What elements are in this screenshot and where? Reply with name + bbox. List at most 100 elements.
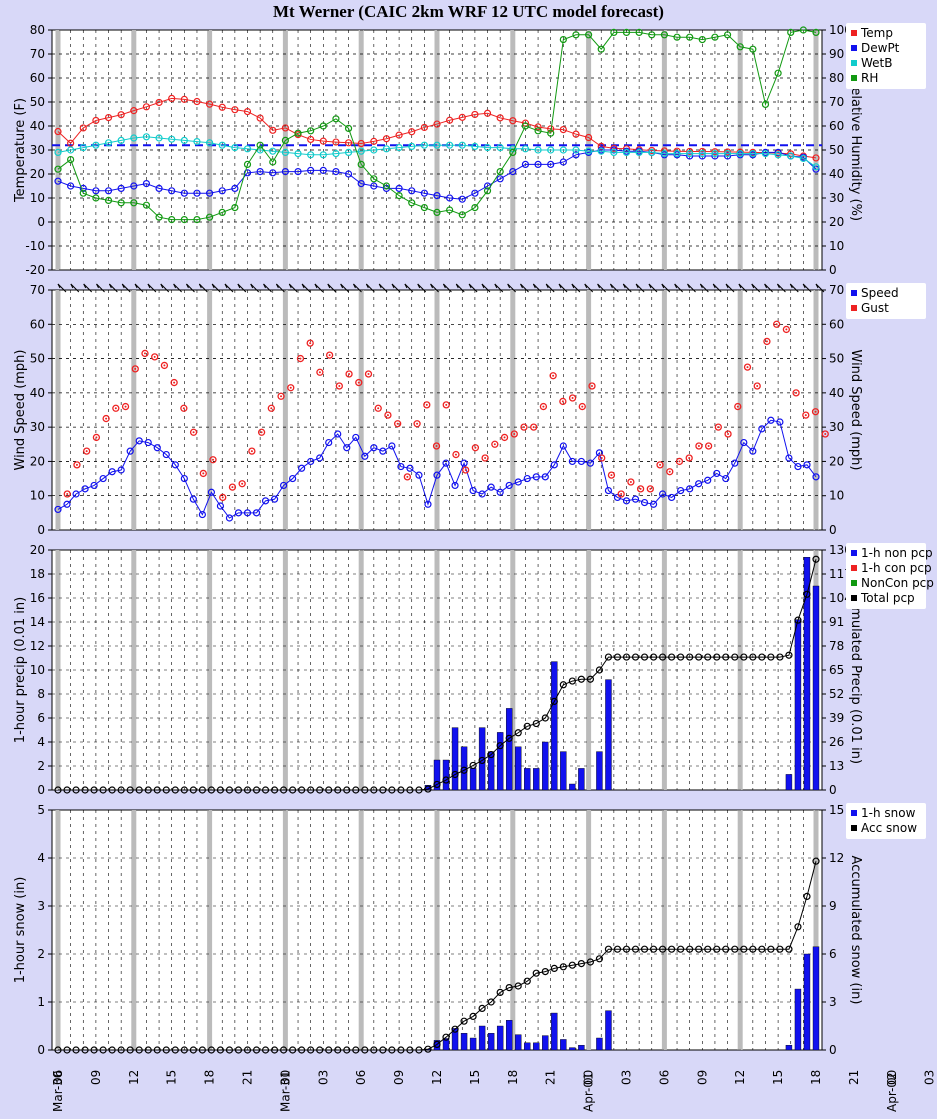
- x-tick-label: 06: [657, 1070, 671, 1085]
- rh-point: [357, 160, 365, 168]
- acc-snow-point: [343, 1046, 351, 1054]
- total-pcp-point: [81, 786, 89, 794]
- total-pcp-point: [668, 653, 676, 661]
- legend-label: Total pcp: [860, 591, 915, 605]
- wind-barb: [198, 283, 208, 293]
- gust-dot: [202, 472, 205, 475]
- rh-point: [483, 187, 492, 195]
- acc-snow-point: [523, 977, 531, 985]
- wind-barb-flag: [353, 283, 356, 289]
- total-pcp-point: [189, 786, 197, 794]
- temp-point: [155, 98, 163, 107]
- acc-snow-point: [713, 945, 721, 953]
- rh-point: [420, 204, 428, 212]
- wind-barb: [327, 283, 337, 293]
- temp-point: [673, 147, 681, 155]
- x-date-label: Mar-30: [51, 1071, 65, 1112]
- wind-barb: [160, 283, 170, 293]
- speed-point: [325, 438, 333, 447]
- speed-point: [63, 500, 71, 508]
- y2-tick-label-rh: 30: [829, 191, 844, 205]
- legend-swatch: [851, 825, 857, 831]
- temp-point: [319, 137, 327, 145]
- acc-snow-point: [379, 1046, 387, 1054]
- y-tick-label-snow: 3: [37, 899, 45, 913]
- total-pcp-point: [279, 786, 288, 794]
- speed-point: [523, 474, 531, 483]
- wetb-point: [660, 150, 669, 158]
- speed-point: [225, 514, 234, 522]
- wind-barb: [725, 283, 735, 293]
- total-pcp-point: [577, 675, 585, 683]
- dewpt-point: [395, 184, 403, 192]
- total-pcp-point: [604, 653, 613, 661]
- temp-point: [180, 95, 188, 103]
- acc-snow-point: [478, 1004, 486, 1013]
- gust-dot: [182, 407, 185, 410]
- wind-barb: [365, 283, 375, 293]
- rh-point: [622, 28, 631, 37]
- gust-point: [462, 466, 470, 474]
- gust-point: [500, 433, 509, 442]
- gust-point: [753, 382, 761, 390]
- speed-point: [90, 481, 98, 490]
- temp-point: [458, 113, 466, 121]
- temp-point: [256, 114, 264, 122]
- rh-point: [761, 100, 770, 109]
- wetb-point: [799, 154, 807, 162]
- wetb-point: [117, 136, 125, 144]
- x-tick-label: 03: [620, 1070, 634, 1085]
- wetb-point: [130, 134, 138, 142]
- gust-point: [588, 382, 596, 390]
- temp-point: [281, 124, 289, 132]
- total-pcp-point: [460, 766, 468, 774]
- rh-line: [57, 29, 817, 221]
- wind-barb-flag: [455, 283, 459, 289]
- gust-dot: [474, 446, 477, 449]
- wetb-point: [698, 150, 706, 158]
- total-pcp-point: [406, 786, 414, 794]
- acc-snow-point: [640, 945, 649, 953]
- gust-point: [763, 337, 771, 346]
- x-tick-label: 12: [127, 1070, 141, 1085]
- wetb-line: [57, 136, 817, 168]
- rh-point: [382, 182, 391, 190]
- acc-snow-point: [514, 982, 522, 990]
- y-tick-label-temp: 0: [37, 215, 45, 229]
- gust-dot: [620, 493, 623, 495]
- speed-point: [189, 495, 197, 503]
- gust-dot: [464, 469, 467, 471]
- total-pcp-point: [180, 786, 188, 794]
- y-tick-label-wind: 10: [30, 489, 45, 503]
- snow-bar: [794, 988, 802, 1051]
- gust-dot: [484, 457, 487, 459]
- acc-snow-point: [54, 1046, 62, 1054]
- total-pcp-point: [117, 786, 125, 794]
- total-pcp-point: [90, 786, 98, 794]
- x-tick-label: 09: [695, 1070, 709, 1085]
- gust-dot: [85, 450, 88, 453]
- wind-barb-flag: [571, 283, 575, 289]
- dewpt-point: [547, 160, 555, 168]
- total-pcp-point: [108, 786, 116, 794]
- chart-title: Mt Werner (CAIC 2km WRF 12 UTC model for…: [273, 2, 664, 21]
- total-pcp-point: [722, 653, 730, 661]
- y-tick-label-wind: 50: [30, 352, 45, 366]
- dewpt-point: [698, 152, 706, 160]
- x-tick-label: 00: [278, 1070, 292, 1085]
- wind-barb-flag: [198, 283, 202, 289]
- gust-dot: [231, 486, 234, 489]
- temp-point: [471, 110, 479, 119]
- y2-tick-label-rh: 70: [829, 95, 844, 109]
- wind-barb: [314, 283, 324, 293]
- dewpt-point: [572, 151, 580, 159]
- wetb-point: [673, 150, 681, 158]
- acc-snow-point: [568, 961, 576, 969]
- snow-bar: [542, 1035, 549, 1051]
- rh-point: [559, 35, 567, 44]
- x-tick-label: 06: [51, 1070, 65, 1085]
- total-pcp-point: [704, 653, 712, 661]
- temp-point: [357, 139, 365, 148]
- acc-snow-point: [72, 1046, 80, 1054]
- total-pcp-point: [649, 653, 658, 661]
